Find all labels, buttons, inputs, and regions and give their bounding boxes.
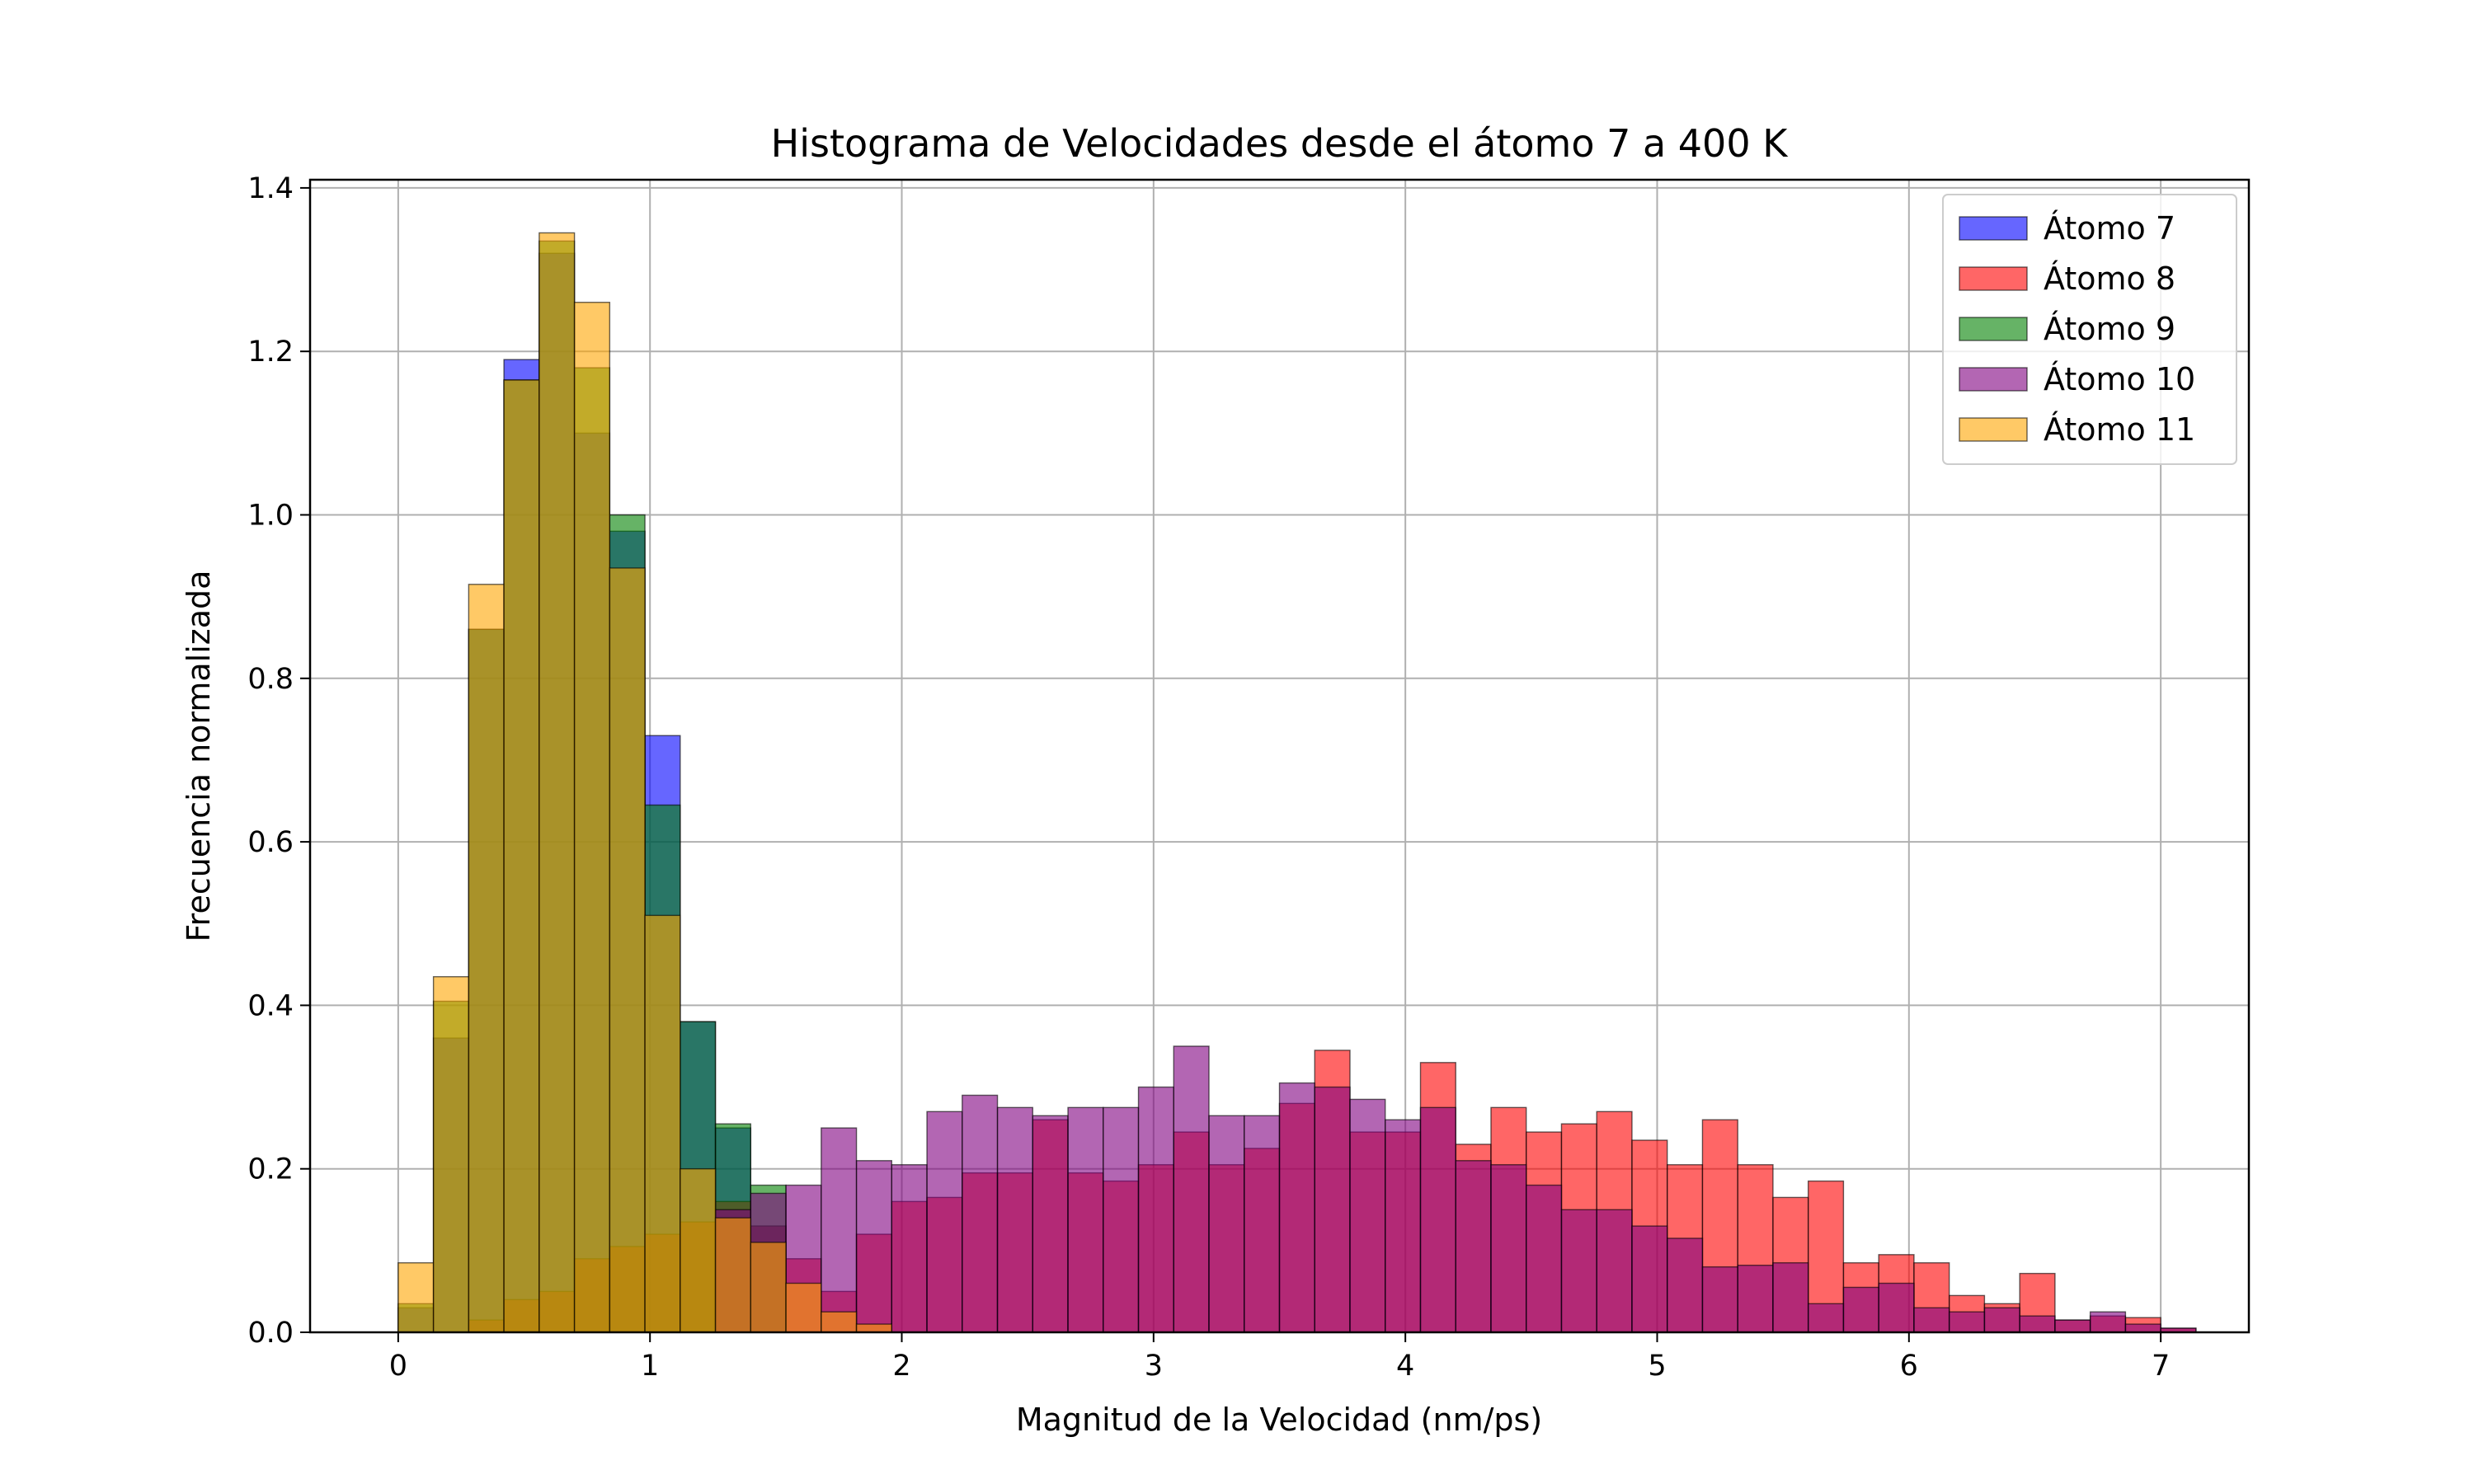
histogram-bar (1032, 1115, 1069, 1333)
legend-swatch (1959, 216, 2028, 241)
y-tick-label: 0.2 (247, 1153, 294, 1186)
x-tick-label: 6 (1900, 1350, 1918, 1383)
histogram-bar (2089, 1311, 2127, 1333)
histogram-bar (2124, 1323, 2161, 1333)
histogram-bar (891, 1164, 928, 1333)
legend-label: Átomo 8 (2044, 261, 2175, 297)
histogram-bar (539, 232, 576, 1333)
histogram-bar (1666, 1237, 1704, 1333)
histogram-bar (432, 976, 470, 1333)
histogram-bar (1807, 1303, 1845, 1333)
histogram-bar (1913, 1307, 1950, 1333)
histogram-bar (714, 1217, 752, 1333)
histogram-bar (2054, 1319, 2091, 1333)
y-tick-label: 1.4 (247, 172, 294, 205)
histogram-bar (785, 1282, 822, 1333)
legend: Átomo 7 Átomo 8 Átomo 9 Átomo 10 Átomo 11 (1942, 194, 2237, 465)
histogram-bar (503, 379, 540, 1333)
legend-swatch (1959, 367, 2028, 392)
histogram-bar (1103, 1106, 1140, 1333)
x-tick-label: 0 (389, 1350, 407, 1383)
y-tick-label: 1.0 (247, 500, 294, 533)
y-tick-label: 0.6 (247, 826, 294, 859)
histogram-bar (821, 1127, 858, 1333)
histogram-bar (609, 567, 646, 1333)
histogram-bar (1278, 1082, 1315, 1333)
histogram-bar (1983, 1307, 2020, 1333)
histogram-bar (573, 302, 611, 1333)
histogram-bar (1067, 1106, 1104, 1333)
histogram-bar (1137, 1086, 1174, 1333)
histogram-bar (1490, 1164, 1527, 1333)
legend-swatch (1959, 317, 2028, 341)
x-tick-label: 5 (1648, 1350, 1666, 1383)
x-axis-label: Magnitud de la Velocidad (nm/ps) (1016, 1402, 1542, 1438)
histogram-bar (1772, 1262, 1809, 1333)
histogram-bar (644, 914, 681, 1333)
histogram-bar (821, 1311, 858, 1333)
histogram-bar (1878, 1282, 1915, 1333)
y-tick-label: 1.2 (247, 336, 294, 369)
histogram-bar (1526, 1184, 1563, 1333)
histogram-bar (1842, 1286, 1879, 1333)
chart-title: Histograma de Velocidades desde el átomo… (771, 121, 1790, 166)
y-axis-label: Frecuencia normalizada (181, 571, 217, 942)
x-tick-label: 7 (2152, 1350, 2170, 1383)
legend-label: Átomo 11 (2044, 411, 2195, 448)
series-5-bars (397, 232, 893, 1333)
y-tick-label: 0.8 (247, 663, 294, 696)
histogram-bar (1560, 1209, 1597, 1333)
histogram-bar (1596, 1209, 1633, 1333)
histogram-bar (1455, 1160, 1492, 1333)
histogram-bar (397, 1262, 435, 1333)
x-tick-label: 4 (1396, 1350, 1414, 1383)
histogram-bar (1385, 1119, 1422, 1333)
y-tick-label: 0.4 (247, 989, 294, 1022)
histogram-bar (1314, 1086, 1351, 1333)
histogram-bar (680, 1168, 717, 1333)
histogram-bar (1173, 1045, 1210, 1333)
legend-swatch (1959, 266, 2028, 291)
histogram-bar (1349, 1098, 1386, 1333)
histogram-bar (962, 1094, 999, 1333)
histogram-bar (1419, 1106, 1456, 1333)
histogram-bar (855, 1160, 893, 1333)
histogram-bar (1701, 1266, 1738, 1333)
plot-frame (308, 178, 2251, 1334)
histogram-bar (1208, 1115, 1245, 1333)
bars-layer (397, 232, 2197, 1333)
histogram-bar (996, 1106, 1033, 1333)
axis-ticks: 0 1 2 3 4 5 6 7 0.0 0.2 0.4 0.6 0.8 1.0 1.2 1.4 (247, 172, 2170, 1383)
x-tick-label: 3 (1145, 1350, 1163, 1383)
legend-label: Átomo 9 (2044, 311, 2175, 347)
legend-swatch (1959, 417, 2028, 442)
histogram-bar (1244, 1115, 1281, 1333)
x-tick-label: 1 (641, 1350, 659, 1383)
histogram-bar (2019, 1315, 2056, 1333)
legend-box (1942, 194, 2237, 465)
histogram-bar (1631, 1225, 1668, 1333)
legend-label: Átomo 7 (2044, 210, 2175, 247)
histogram-bar (926, 1111, 963, 1333)
histogram-bar (750, 1242, 787, 1333)
histogram-bar (468, 584, 505, 1333)
histogram-bar (1737, 1264, 1774, 1333)
x-tick-label: 2 (892, 1350, 910, 1383)
y-tick-label: 0.0 (247, 1317, 294, 1350)
legend-label: Átomo 10 (2044, 361, 2195, 397)
histogram-bar (855, 1323, 893, 1333)
histogram-bar (1948, 1311, 1986, 1333)
